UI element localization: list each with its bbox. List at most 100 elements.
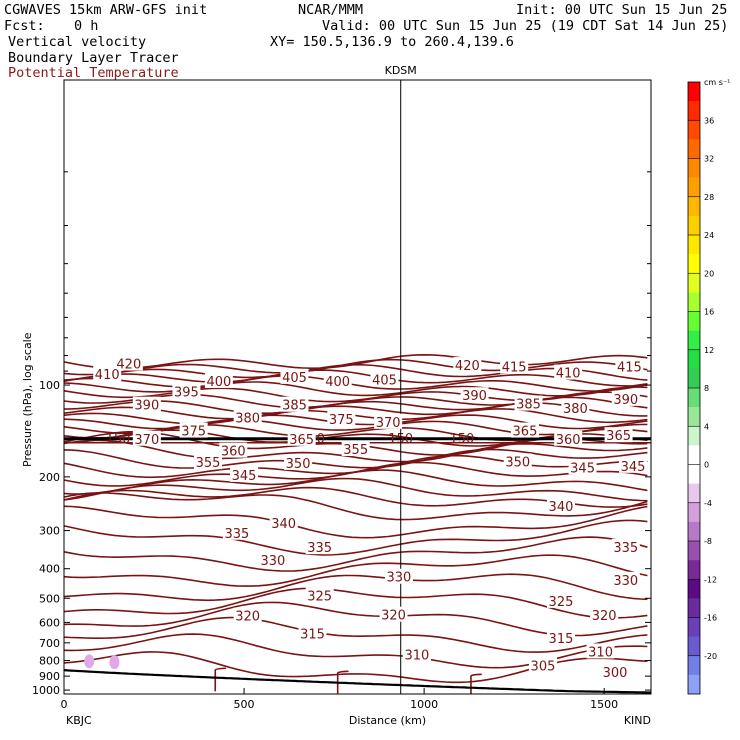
theta-label-bg — [230, 466, 259, 482]
start-station-label: KBJC — [66, 714, 92, 727]
theta-label-bg — [503, 453, 532, 469]
y-tick-label: 100 — [39, 379, 60, 392]
tracer-mark — [84, 654, 95, 669]
theta-contour-line — [63, 396, 648, 414]
theta-contour-line — [63, 536, 648, 572]
colorbar-swatch — [688, 445, 700, 465]
theta-label: 325 — [307, 590, 332, 605]
theta-label: 385 — [282, 399, 307, 414]
colorbar-swatch — [688, 196, 700, 217]
theta-label: 375 — [329, 413, 354, 428]
colorbar-swatch — [688, 636, 700, 657]
theta-label-bg — [554, 430, 583, 446]
y-axis-label: Pressure (hPa), log scale — [21, 332, 34, 467]
tropopause-note: 150 — [106, 432, 131, 447]
theta-contour-line — [63, 554, 648, 587]
theta-label: 330 — [260, 554, 285, 569]
theta-label: 345 — [232, 469, 257, 484]
terrain — [63, 669, 651, 694]
theta-label-bg — [604, 427, 633, 443]
forecast-hour: 0 h — [74, 18, 99, 34]
theta-label: 350 — [286, 457, 311, 472]
theta-label-bg — [233, 409, 262, 425]
theta-label-bg — [554, 364, 583, 380]
y-tick-label: 600 — [39, 616, 60, 629]
theta-label-bg — [114, 355, 143, 371]
theta-label-bg — [618, 457, 647, 473]
colorbar-swatch — [688, 407, 700, 427]
colorbar-swatch — [688, 426, 700, 446]
theta-label: 310 — [588, 645, 613, 660]
colorbar-tick-label: 0 — [704, 461, 709, 470]
organization: NCAR/MMM — [298, 2, 364, 18]
theta-label-bg — [284, 454, 313, 470]
theta-label-bg — [323, 373, 352, 389]
colorbar-units: cm s⁻¹ — [704, 78, 730, 87]
colorbar-tick-label: -20 — [704, 652, 717, 661]
colorbar-swatch — [688, 655, 700, 676]
theta-label: 330 — [387, 571, 412, 586]
theta-contour-line — [63, 448, 648, 469]
theta-contour-line — [63, 358, 648, 376]
y-tick-label: 300 — [39, 525, 60, 538]
theta-label-bg — [172, 383, 201, 399]
theta-label-bg — [280, 368, 309, 384]
theta-contour-line — [470, 673, 482, 694]
theta-label: 365 — [289, 433, 314, 448]
theta-contour-line — [63, 505, 648, 539]
theta-label: 380 — [563, 402, 588, 417]
colorbar-swatch — [688, 349, 700, 370]
theta-label: 360 — [556, 433, 581, 448]
theta-label: 365 — [513, 425, 538, 440]
theta-label: 390 — [134, 399, 159, 414]
theta-contour-line — [336, 670, 349, 694]
field-vertical-velocity: Vertical velocity — [8, 34, 147, 50]
theta-label: 390 — [462, 389, 487, 404]
theta-label: 320 — [381, 609, 406, 624]
colorbar-tick-label: 32 — [704, 155, 714, 164]
colorbar-swatch — [688, 158, 700, 178]
theta-label: 335 — [307, 541, 332, 556]
theta-label-bg — [233, 607, 262, 623]
theta-label-bg — [280, 396, 309, 412]
theta-label-bg — [528, 657, 557, 673]
theta-label-bg — [305, 587, 334, 603]
colorbar-swatch — [688, 617, 700, 637]
theta-label-bg — [611, 571, 640, 587]
colorbar-swatch — [688, 388, 700, 408]
y-tick-label: 900 — [39, 670, 60, 683]
colorbar-tick-label: 28 — [704, 193, 714, 202]
theta-label: 385 — [516, 398, 541, 413]
valid-time: Valid: 00 UTC Sun 15 Jun 25 (19 CDT Sat … — [322, 18, 729, 34]
theta-contour-line — [63, 414, 648, 430]
colorbar-swatch — [688, 560, 700, 580]
theta-label: 410 — [556, 367, 581, 382]
theta-label: 380 — [235, 412, 260, 427]
theta-label-bg — [615, 358, 644, 374]
theta-contour-line — [63, 375, 648, 392]
marker-label: KDSM — [385, 64, 417, 77]
colorbar-swatch — [688, 541, 700, 561]
theta-label: 370 — [134, 433, 159, 448]
theta-label: 400 — [206, 375, 231, 390]
theta-label: 370 — [376, 416, 401, 431]
theta-label: 325 — [549, 595, 574, 610]
theta-label-bg — [179, 422, 208, 438]
colorbar-swatch — [688, 215, 700, 236]
colorbar-tick-label: 8 — [704, 384, 709, 393]
colorbar-tick-label: 36 — [704, 116, 714, 125]
theta-contour-line — [63, 573, 648, 602]
x-axis-label: Distance (km) — [349, 714, 426, 727]
colorbar-swatch — [688, 139, 700, 159]
theta-contour-line — [63, 469, 648, 495]
plot-frame — [63, 79, 652, 695]
colorbar-tick-label: 16 — [704, 308, 714, 317]
colorbar-swatch — [688, 254, 700, 274]
theta-label: 405 — [282, 371, 307, 386]
theta-label-bg — [586, 643, 615, 659]
y-tick-label: 1000 — [32, 684, 60, 697]
theta-label: 305 — [531, 659, 556, 674]
theta-contour-line — [63, 381, 648, 397]
